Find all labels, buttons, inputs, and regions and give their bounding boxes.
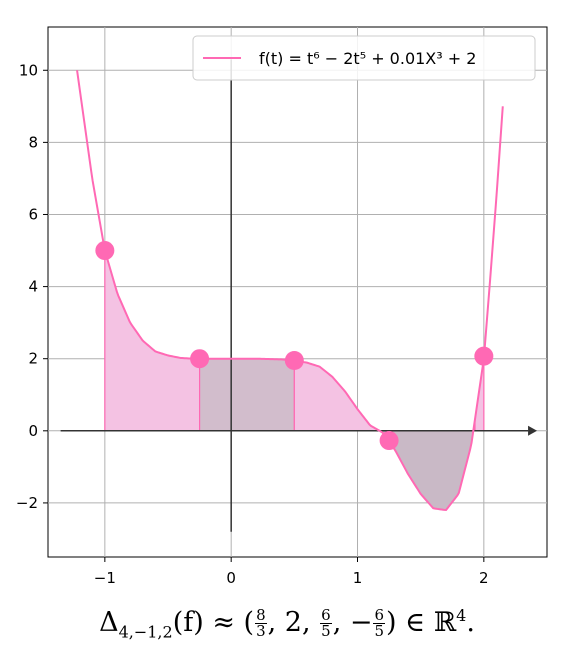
data-point [284,351,304,371]
legend-box [192,35,536,81]
y-tick-label: −2 [16,494,38,512]
origin-axes [60,59,538,532]
caption-frac-2-den: 5 [321,622,331,640]
caption-frac-3-den: 5 [374,622,385,640]
y-tick-label: 0 [28,422,38,440]
data-point [190,349,210,369]
caption-subscript: 4,−1,2 [118,622,173,642]
data-point [95,241,115,261]
y-tick-label: 8 [28,133,38,151]
x-axis-arrowhead [528,425,538,436]
y-tick-label: 2 [28,350,38,368]
caption-frac-1-den: 3 [256,622,266,640]
caption-frac-2-num: 6 [320,606,332,624]
data-point [474,346,494,366]
caption-suffix: ) ∈ ℝ [386,607,457,638]
x-tick-label: 2 [479,569,489,587]
data-point [379,431,399,451]
caption-frac-1-num: 8 [255,606,267,624]
caption-end: . [466,607,475,638]
y-tick-label: 4 [28,278,38,296]
x-tick-label: 0 [226,569,236,587]
shaded-region [381,419,475,510]
points-layer [95,241,494,451]
shaded-region [199,358,295,431]
chart: −1 0 1 2 −2 0 2 4 6 8 10 f(t) = t⁶ − 2t⁵ + 0.01X³ … [16,26,548,587]
legend-label: f(t) = t⁶ − 2t⁵ + 0.01X³ + 2 [259,49,476,68]
x-tick-label: −1 [94,569,116,587]
y-tick-label: 10 [19,61,38,79]
plot-area [47,26,548,558]
caption-func: (f) ≈ ( [172,607,255,638]
y-tick-label: 6 [28,205,38,223]
caption-superscript: 4 [456,606,467,625]
caption-frac-3-num: 6 [373,606,386,624]
shaded-region [294,360,382,432]
legend: f(t) = t⁶ − 2t⁵ + 0.01X³ + 2 [192,35,536,81]
ticks: −1 0 1 2 −2 0 2 4 6 8 10 [16,61,489,587]
shaded-region [104,250,200,431]
caption-delta: Δ [99,607,119,638]
caption-sep: , − [332,607,373,638]
x-tick-label: 1 [353,569,363,587]
caption-middle: , 2, [267,607,320,638]
shaded-regions [104,250,485,510]
